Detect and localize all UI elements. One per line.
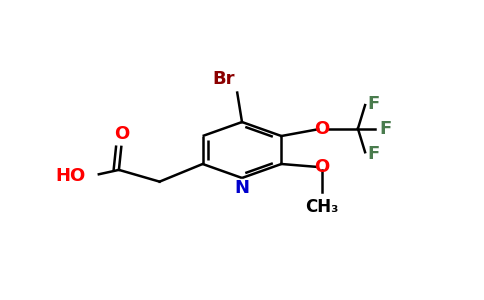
Text: HO: HO [55, 167, 85, 185]
Text: CH₃: CH₃ [305, 198, 339, 216]
Text: N: N [235, 179, 249, 197]
Text: O: O [315, 158, 330, 176]
Text: O: O [114, 125, 129, 143]
Text: F: F [379, 120, 392, 138]
Text: O: O [315, 120, 330, 138]
Text: Br: Br [212, 70, 235, 88]
Text: F: F [367, 94, 380, 112]
Text: F: F [367, 145, 380, 163]
